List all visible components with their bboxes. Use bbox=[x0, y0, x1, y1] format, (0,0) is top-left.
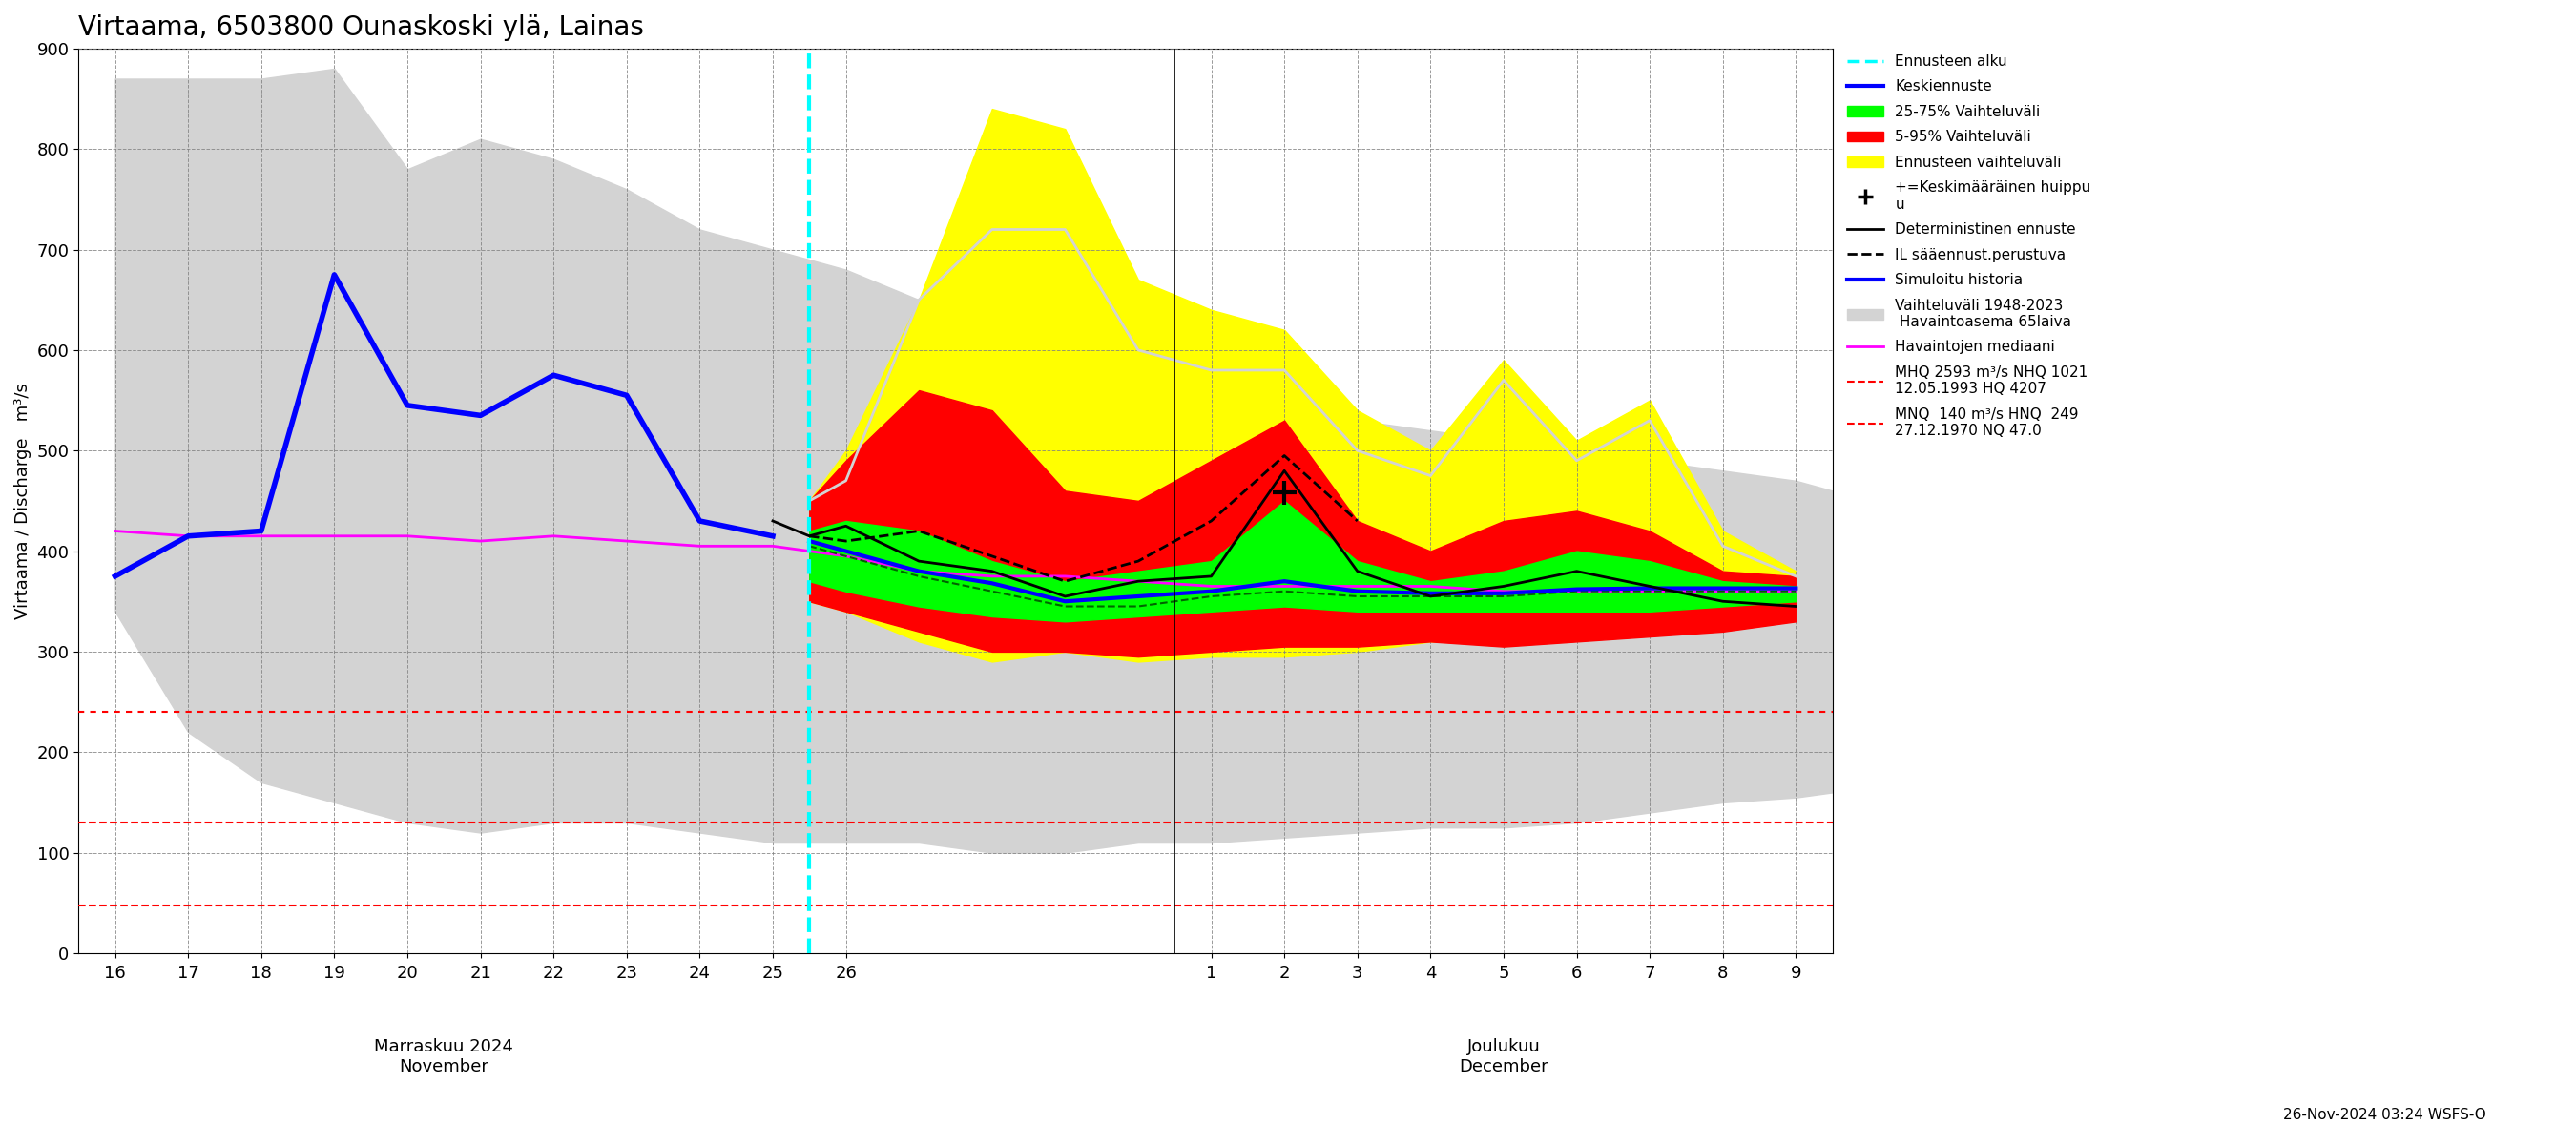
Text: Virtaama, 6503800 Ounaskoski ylä, Lainas: Virtaama, 6503800 Ounaskoski ylä, Lainas bbox=[77, 14, 644, 41]
Legend: Ennusteen alku, Keskiennuste, 25-75% Vaihteluväli, 5-95% Vaihteluväli, Ennusteen: Ennusteen alku, Keskiennuste, 25-75% Vai… bbox=[1842, 48, 2097, 444]
Text: Joulukuu
December: Joulukuu December bbox=[1458, 1039, 1548, 1075]
Text: 26-Nov-2024 03:24 WSFS-O: 26-Nov-2024 03:24 WSFS-O bbox=[2282, 1108, 2486, 1122]
Y-axis label: Virtaama / Discharge   m³/s: Virtaama / Discharge m³/s bbox=[15, 382, 31, 619]
Text: Marraskuu 2024
November: Marraskuu 2024 November bbox=[374, 1039, 513, 1075]
